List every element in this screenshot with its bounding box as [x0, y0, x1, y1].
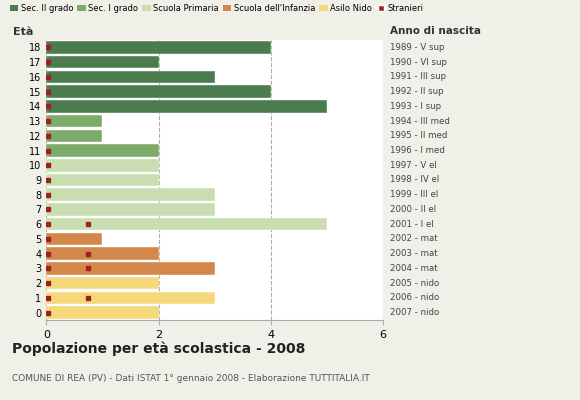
- Bar: [46, 174, 158, 186]
- Bar: [46, 100, 327, 112]
- Bar: [46, 277, 158, 290]
- Bar: [46, 306, 158, 319]
- Bar: [46, 56, 158, 68]
- Text: 2005 - nido: 2005 - nido: [390, 279, 439, 288]
- Bar: [46, 233, 103, 245]
- Text: 1998 - IV el: 1998 - IV el: [390, 176, 439, 184]
- Bar: [46, 248, 158, 260]
- Text: 2007 - nido: 2007 - nido: [390, 308, 439, 317]
- Text: Popolazione per età scolastica - 2008: Popolazione per età scolastica - 2008: [12, 342, 305, 356]
- Bar: [46, 292, 215, 304]
- Legend: Sec. II grado, Sec. I grado, Scuola Primaria, Scuola dell'Infanzia, Asilo Nido, : Sec. II grado, Sec. I grado, Scuola Prim…: [10, 4, 423, 13]
- Bar: [46, 203, 215, 216]
- Text: Anno di nascita: Anno di nascita: [390, 26, 481, 36]
- Text: 2003 - mat: 2003 - mat: [390, 249, 437, 258]
- Text: 1993 - I sup: 1993 - I sup: [390, 102, 441, 111]
- Text: 1995 - II med: 1995 - II med: [390, 131, 447, 140]
- Bar: [46, 41, 271, 54]
- Text: 1994 - III med: 1994 - III med: [390, 116, 450, 126]
- Text: 1996 - I med: 1996 - I med: [390, 146, 445, 155]
- Text: 1990 - VI sup: 1990 - VI sup: [390, 58, 447, 67]
- Text: 1992 - II sup: 1992 - II sup: [390, 87, 443, 96]
- Text: Età: Età: [13, 27, 33, 37]
- Bar: [46, 262, 215, 275]
- Text: 2000 - II el: 2000 - II el: [390, 205, 436, 214]
- Text: 1991 - III sup: 1991 - III sup: [390, 72, 446, 81]
- Text: 1999 - III el: 1999 - III el: [390, 190, 438, 199]
- Bar: [46, 115, 103, 127]
- Text: 1997 - V el: 1997 - V el: [390, 161, 437, 170]
- Bar: [46, 188, 215, 201]
- Bar: [46, 159, 158, 172]
- Text: 2002 - mat: 2002 - mat: [390, 234, 437, 244]
- Text: 2001 - I el: 2001 - I el: [390, 220, 433, 229]
- Bar: [46, 85, 271, 98]
- Text: 2004 - mat: 2004 - mat: [390, 264, 437, 273]
- Text: 2006 - nido: 2006 - nido: [390, 293, 439, 302]
- Bar: [46, 218, 327, 230]
- Bar: [46, 70, 215, 83]
- Bar: [46, 144, 158, 157]
- Text: COMUNE DI REA (PV) - Dati ISTAT 1° gennaio 2008 - Elaborazione TUTTITALIA.IT: COMUNE DI REA (PV) - Dati ISTAT 1° genna…: [12, 374, 369, 383]
- Text: 1989 - V sup: 1989 - V sup: [390, 43, 444, 52]
- Bar: [46, 130, 103, 142]
